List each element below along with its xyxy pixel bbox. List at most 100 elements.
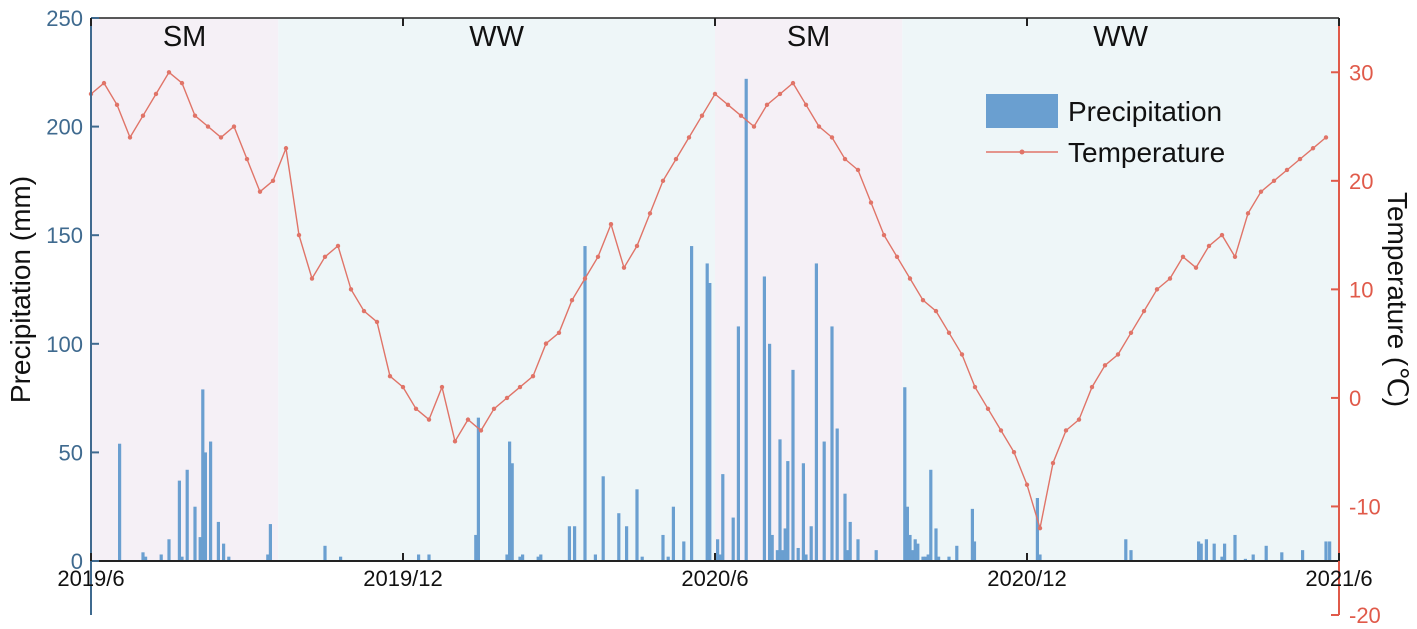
precipitation-bar (476, 417, 480, 561)
precipitation-bar (848, 521, 852, 561)
precipitation-bar (768, 343, 772, 561)
precipitation-bar (536, 556, 540, 561)
precipitation-bar (193, 506, 197, 561)
temperature-point (426, 417, 432, 422)
precipitation-bar (323, 545, 327, 561)
temperature-point (452, 439, 458, 444)
precipitation-bar (1212, 543, 1216, 561)
temperature-point (738, 113, 744, 118)
precipitation-bar (1223, 543, 1227, 561)
precipitation-bar (1124, 539, 1128, 561)
temperature-point (582, 276, 588, 281)
precipitation-bar (661, 534, 665, 561)
season-band-0 (91, 18, 279, 561)
precipitation-bar (809, 526, 813, 561)
left-y-axis-label: Precipitation (mm) (5, 176, 36, 403)
precipitation-bar (731, 517, 735, 561)
season-label-1: WW (469, 21, 524, 53)
left-y-tick-label: 100 (46, 332, 83, 357)
left-y-tick-label: 200 (46, 115, 83, 140)
temperature-point (595, 254, 601, 259)
precipitation-bar (796, 547, 800, 561)
precipitation-bar (804, 554, 808, 561)
temperature-point (1323, 135, 1329, 140)
precipitation-bar (666, 556, 670, 561)
temperature-point (855, 167, 861, 173)
season-band-3 (902, 18, 1339, 561)
precipitation-bar (339, 556, 343, 561)
temperature-point (153, 91, 159, 97)
right-y-tick-label: 0 (1349, 386, 1361, 411)
temperature-point (972, 384, 978, 390)
precipitation-bar (955, 545, 959, 561)
season-bands (91, 18, 1339, 561)
precipitation-bar (1199, 543, 1203, 561)
precipitation-bar (781, 550, 785, 561)
temperature-point (1219, 232, 1225, 238)
temperature-line (88, 70, 1329, 531)
temperature-point (1037, 525, 1043, 531)
temperature-point (244, 156, 250, 162)
temperature-point (257, 189, 263, 194)
precipitation-bar (822, 441, 826, 561)
temperature-point (1115, 352, 1121, 357)
precipitation-bar (671, 506, 675, 561)
precipitation-bar (783, 528, 787, 561)
temperature-point (777, 91, 783, 97)
precipitation-bar (1328, 541, 1332, 561)
temperature-point (920, 298, 926, 303)
precipitation-bar (682, 541, 686, 561)
precipitation-bar (736, 326, 740, 561)
precipitation-bar (791, 369, 795, 561)
precipitation-bar (510, 463, 514, 561)
temperature-point (816, 124, 822, 129)
precipitation-bar (929, 469, 933, 561)
temperature-point (933, 308, 939, 314)
precipitation-bar (970, 508, 974, 561)
precipitation-bar (843, 493, 847, 561)
left-y-tick-label: 50 (59, 440, 83, 465)
precipitation-bar (567, 526, 571, 561)
temperature-point (686, 135, 692, 140)
temperature-point (647, 211, 653, 216)
temperature-point (985, 406, 991, 411)
temperature-point (1167, 276, 1173, 281)
right-y-tick-label: 20 (1349, 169, 1373, 194)
precipitation-bar (573, 526, 577, 561)
temperature-point (491, 406, 497, 411)
right-y-axis-label: Temperature (℃) (1382, 192, 1413, 407)
precipitation-bar (786, 461, 790, 561)
temperature-point (517, 384, 523, 390)
temperature-point (322, 254, 328, 259)
temperature-point (634, 243, 640, 249)
season-label-2: SM (787, 21, 831, 53)
precipitation-bar (144, 556, 148, 561)
precipitation-bar (778, 439, 782, 561)
precipitation-bar (159, 554, 163, 561)
temperature-point (621, 265, 627, 270)
precipitation-bar (947, 556, 951, 561)
right-y-tick-label: 10 (1349, 277, 1373, 302)
precipitation-bar (744, 78, 748, 561)
temperature-point (907, 276, 913, 281)
temperature-point (829, 135, 835, 140)
precipitation-bar (1204, 539, 1208, 561)
temperature-point (1154, 287, 1160, 292)
temperature-point (842, 156, 848, 162)
temperature-point (361, 308, 367, 314)
temperature-point (1245, 211, 1251, 216)
temperature-point (1128, 330, 1134, 335)
temperature-point (790, 80, 796, 86)
precipitation-bar (775, 550, 779, 561)
legend-temperature-marker (1019, 149, 1025, 155)
precipitation-bar (1220, 556, 1224, 561)
legend-temperature-label: Temperature (1068, 137, 1225, 168)
precipitation-bar (222, 543, 226, 561)
x-tick-label: 2021/6 (1305, 566, 1372, 591)
precipitation-bar (518, 556, 522, 561)
temperature-point (504, 395, 510, 401)
precipitation-bar (198, 537, 202, 561)
precipitation-bar (770, 534, 774, 561)
temperature-point (751, 124, 757, 129)
